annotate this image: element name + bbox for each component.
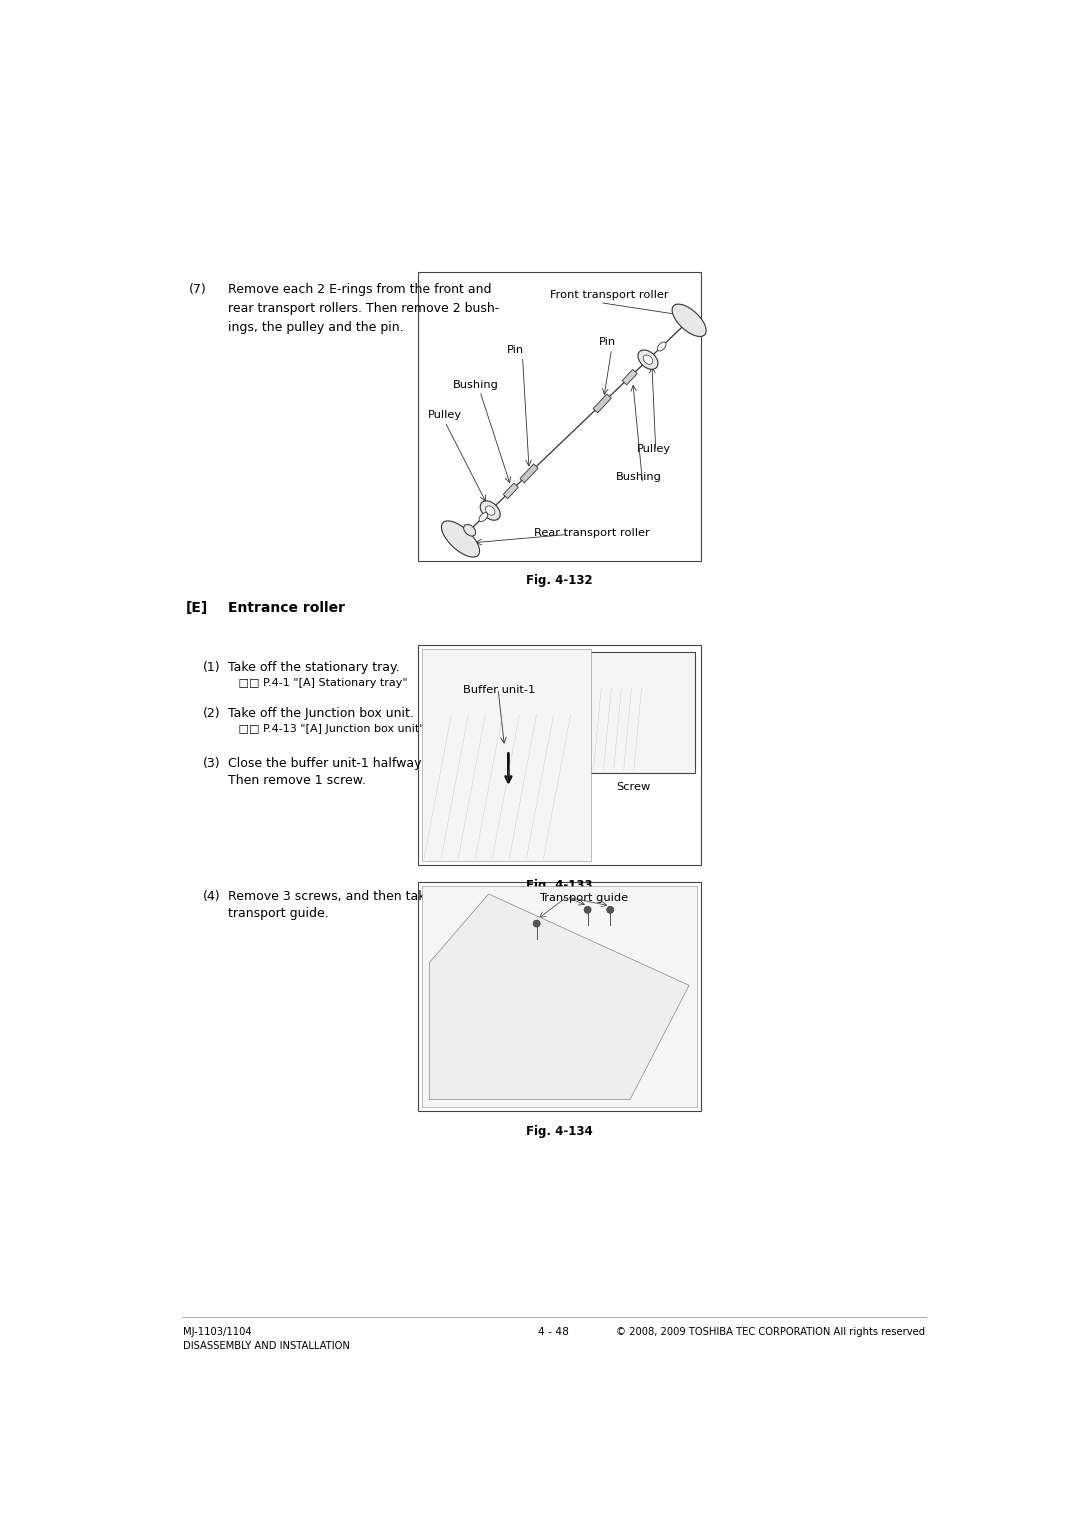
Text: Screw: Screw [617, 782, 651, 793]
Ellipse shape [638, 350, 658, 370]
Text: Pin: Pin [507, 345, 524, 354]
Text: rear transport rollers. Then remove 2 bush-: rear transport rollers. Then remove 2 bu… [228, 302, 499, 315]
Text: □□ P.4-1 "[A] Stationary tray": □□ P.4-1 "[A] Stationary tray" [228, 678, 407, 689]
Text: Rear transport roller: Rear transport roller [535, 528, 650, 538]
Ellipse shape [463, 524, 475, 536]
Text: Buffer unit-1: Buffer unit-1 [463, 684, 536, 695]
Text: 4 - 48: 4 - 48 [538, 1327, 569, 1336]
Text: Pulley: Pulley [637, 443, 672, 454]
Text: MJ-1103/1104: MJ-1103/1104 [183, 1327, 252, 1336]
Polygon shape [430, 893, 689, 1099]
Text: Take off the stationary tray.: Take off the stationary tray. [228, 661, 400, 673]
Text: Then remove 1 screw.: Then remove 1 screw. [228, 774, 366, 788]
Text: Fig. 4-133: Fig. 4-133 [526, 878, 593, 892]
Bar [418, 883, 701, 1112]
Ellipse shape [485, 505, 495, 515]
Text: Transport guide: Transport guide [540, 893, 629, 902]
Text: Entrance roller: Entrance roller [228, 602, 345, 615]
Text: DISASSEMBLY AND INSTALLATION: DISASSEMBLY AND INSTALLATION [183, 1341, 350, 1351]
Text: Bushing: Bushing [453, 380, 499, 389]
Bar [503, 483, 518, 499]
Text: [E]: [E] [186, 602, 207, 615]
Text: Remove 3 screws, and then take off the: Remove 3 screws, and then take off the [228, 890, 477, 902]
Circle shape [607, 907, 613, 913]
Text: Fig. 4-134: Fig. 4-134 [526, 1125, 593, 1138]
Ellipse shape [481, 501, 500, 521]
Circle shape [534, 921, 540, 927]
Text: Pin: Pin [598, 337, 616, 347]
Bar [418, 272, 701, 560]
Bar [519, 464, 538, 483]
Text: (2): (2) [203, 707, 220, 719]
Text: © 2008, 2009 TOSHIBA TEC CORPORATION All rights reserved: © 2008, 2009 TOSHIBA TEC CORPORATION All… [617, 1327, 926, 1336]
Bar [422, 649, 592, 861]
Text: Take off the Junction box unit.: Take off the Junction box unit. [228, 707, 414, 719]
Ellipse shape [658, 342, 666, 351]
Bar [422, 886, 697, 1107]
Text: ings, the pulley and the pin.: ings, the pulley and the pin. [228, 321, 404, 334]
Text: Close the buffer unit-1 halfway and leave it.: Close the buffer unit-1 halfway and leav… [228, 757, 503, 770]
Text: (4): (4) [203, 890, 220, 902]
Text: Pulley: Pulley [428, 411, 462, 420]
Text: (1): (1) [203, 661, 220, 673]
Bar [622, 370, 637, 385]
Text: transport guide.: transport guide. [228, 907, 328, 921]
Bar [591, 652, 696, 773]
Text: (3): (3) [203, 757, 220, 770]
Bar [593, 394, 611, 412]
Text: Bushing: Bushing [616, 472, 661, 483]
Text: □□ P.4-13 "[A] Junction box unit": □□ P.4-13 "[A] Junction box unit" [228, 724, 424, 734]
Ellipse shape [644, 356, 652, 365]
Ellipse shape [480, 513, 488, 522]
Ellipse shape [672, 304, 706, 336]
Text: Front transport roller: Front transport roller [550, 290, 669, 299]
Ellipse shape [442, 521, 480, 557]
Circle shape [584, 907, 591, 913]
Text: Remove each 2 E-rings from the front and: Remove each 2 E-rings from the front and [228, 284, 491, 296]
Text: Fig. 4-132: Fig. 4-132 [526, 574, 593, 588]
Bar [418, 646, 701, 864]
Text: (7): (7) [189, 284, 207, 296]
